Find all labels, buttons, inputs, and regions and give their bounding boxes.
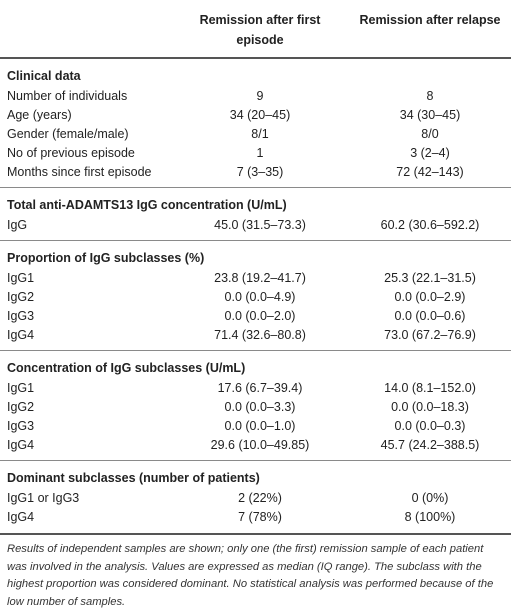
cell-after-relapse: 8/0: [421, 127, 439, 141]
row-label: IgG1 or IgG3: [7, 491, 80, 505]
section-title-proportion: Proportion of IgG subclasses (%): [7, 251, 205, 265]
table-bottom-rule: [0, 533, 511, 535]
cell-after-relapse: 0.0 (0.0–2.9): [394, 290, 466, 304]
column-header-first-episode: Remission after first episode: [199, 13, 321, 47]
cell-after-relapse: 8: [426, 89, 434, 103]
cell-after-relapse: 34 (30–45): [399, 108, 461, 122]
section-title-concentration: Concentration of IgG subclasses (U/mL): [7, 361, 246, 375]
row-label: IgG1: [7, 271, 35, 285]
table-row: Months since first episode 7 (3–35) 72 (…: [0, 163, 511, 182]
section-title-total-igg: Total anti-ADAMTS13 IgG concentration (U…: [7, 198, 287, 212]
cell-first-episode: 71.4 (32.6–80.8): [214, 328, 306, 342]
cell-first-episode: 23.8 (19.2–41.7): [214, 271, 306, 285]
table-row: IgG1 17.6 (6.7–39.4) 14.0 (8.1–152.0): [0, 379, 511, 398]
cell-first-episode: 0.0 (0.0–3.3): [224, 400, 296, 414]
table-row: Gender (female/male) 8/1 8/0: [0, 125, 511, 144]
row-label: Months since first episode: [7, 165, 152, 179]
cell-after-relapse: 72 (42–143): [396, 165, 464, 179]
row-label: IgG2: [7, 400, 35, 414]
row-label: IgG4: [7, 328, 35, 342]
table-row: IgG1 or IgG3 2 (22%) 0 (0%): [0, 489, 511, 508]
cell-after-relapse: 25.3 (22.1–31.5): [384, 271, 476, 285]
row-label: IgG2: [7, 290, 35, 304]
row-label: Gender (female/male): [7, 127, 129, 141]
row-label: IgG1: [7, 381, 35, 395]
row-label: IgG4: [7, 438, 35, 452]
cell-first-episode: 0.0 (0.0–1.0): [224, 419, 296, 433]
cell-first-episode: 29.6 (10.0–49.85): [210, 438, 310, 452]
section-divider: [0, 460, 511, 461]
table-row: IgG4 7 (78%) 8 (100%): [0, 508, 511, 527]
row-label: Number of individuals: [7, 89, 128, 103]
section-title-clinical: Clinical data: [7, 69, 81, 83]
cell-after-relapse: 0.0 (0.0–0.6): [394, 309, 466, 323]
row-label: No of previous episode: [7, 146, 135, 160]
table-row: IgG2 0.0 (0.0–3.3) 0.0 (0.0–18.3): [0, 398, 511, 417]
row-label: IgG3: [7, 309, 35, 323]
cell-after-relapse: 3 (2–4): [410, 146, 450, 160]
cell-first-episode: 0.0 (0.0–4.9): [224, 290, 296, 304]
table-row: IgG4 71.4 (32.6–80.8) 73.0 (67.2–76.9): [0, 326, 511, 345]
header-divider: [0, 57, 511, 59]
section-title-dominant: Dominant subclasses (number of patients): [7, 471, 260, 485]
table-row: IgG3 0.0 (0.0–1.0) 0.0 (0.0–0.3): [0, 417, 511, 436]
section-divider: [0, 350, 511, 351]
cell-after-relapse: 8 (100%): [404, 510, 456, 524]
table-row: IgG1 23.8 (19.2–41.7) 25.3 (22.1–31.5): [0, 269, 511, 288]
table-row: IgG3 0.0 (0.0–2.0) 0.0 (0.0–0.6): [0, 307, 511, 326]
table-row: No of previous episode 1 3 (2–4): [0, 144, 511, 163]
section-divider: [0, 240, 511, 241]
cell-after-relapse: 0 (0%): [411, 491, 449, 505]
cell-first-episode: 34 (20–45): [229, 108, 291, 122]
cell-after-relapse: 45.7 (24.2–388.5): [380, 438, 480, 452]
cell-after-relapse: 0.0 (0.0–18.3): [391, 400, 469, 414]
table-footnote: Results of independent samples are shown…: [7, 543, 494, 608]
cell-first-episode: 45.0 (31.5–73.3): [214, 218, 306, 232]
cell-first-episode: 0.0 (0.0–2.0): [224, 309, 296, 323]
column-header-after-relapse: Remission after relapse: [359, 13, 501, 27]
cell-after-relapse: 0.0 (0.0–0.3): [394, 419, 466, 433]
cell-first-episode: 1: [256, 146, 264, 160]
cell-after-relapse: 14.0 (8.1–152.0): [384, 381, 476, 395]
table-row: Number of individuals 9 8: [0, 87, 511, 106]
cell-first-episode: 2 (22%): [238, 491, 282, 505]
table-row: Age (years) 34 (20–45) 34 (30–45): [0, 106, 511, 125]
row-label: IgG3: [7, 419, 35, 433]
row-label: IgG: [7, 218, 28, 232]
table-row: IgG2 0.0 (0.0–4.9) 0.0 (0.0–2.9): [0, 288, 511, 307]
table-row: IgG4 29.6 (10.0–49.85) 45.7 (24.2–388.5): [0, 436, 511, 455]
table-row: IgG 45.0 (31.5–73.3) 60.2 (30.6–592.2): [0, 216, 511, 235]
cell-first-episode: 7 (3–35): [236, 165, 284, 179]
cell-after-relapse: 73.0 (67.2–76.9): [384, 328, 476, 342]
cell-first-episode: 8/1: [251, 127, 269, 141]
row-label: IgG4: [7, 510, 35, 524]
row-label: Age (years): [7, 108, 72, 122]
cell-first-episode: 9: [256, 89, 264, 103]
cell-after-relapse: 60.2 (30.6–592.2): [380, 218, 480, 232]
section-divider: [0, 187, 511, 188]
cell-first-episode: 7 (78%): [238, 510, 282, 524]
cell-first-episode: 17.6 (6.7–39.4): [217, 381, 303, 395]
